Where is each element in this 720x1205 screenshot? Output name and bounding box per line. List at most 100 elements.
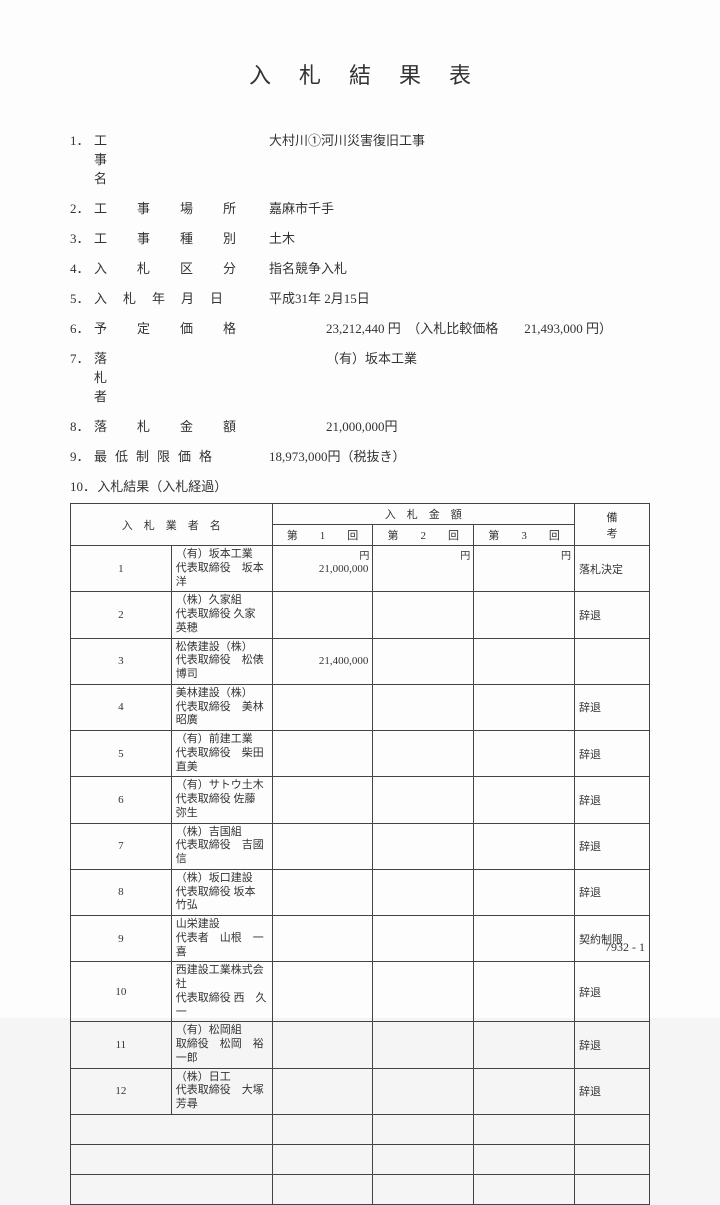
bid-amount-a3 (474, 684, 575, 730)
empty-row (71, 1144, 650, 1174)
bid-amount-a1 (272, 1068, 373, 1114)
field-label: 入札年月日 (94, 288, 269, 307)
row-number: 5 (71, 731, 172, 777)
bidder-name: （有）前建工業代表取締役 柴田 直美 (171, 731, 272, 777)
table-row: 9山栄建設代表者 山根 一喜契約制限 (71, 916, 650, 962)
row-number: 10 (71, 962, 172, 1022)
field-row: 1．工事名大村川①河川災害復旧工事 (70, 130, 650, 187)
note-cell: 辞退 (575, 684, 650, 730)
note-cell: 辞退 (575, 823, 650, 869)
col-header-round2: 第 2 回 (373, 525, 474, 546)
field-value: 大村川①河川災害復旧工事 (269, 130, 650, 149)
field-label: 入札区分 (94, 258, 269, 277)
field-num: 7． (70, 348, 94, 367)
bid-amount-a3 (474, 962, 575, 1022)
field-num: 2． (70, 198, 94, 217)
bid-amount-a1 (272, 869, 373, 915)
table-row: 4美林建設（株）代表取締役 美林昭廣 辞退 (71, 684, 650, 730)
bid-amount-a2 (373, 823, 474, 869)
field-label: 工事種別 (94, 228, 269, 247)
field-label: 工事場所 (94, 198, 269, 217)
note-cell: 辞退 (575, 869, 650, 915)
table-row: 5（有）前建工業代表取締役 柴田 直美辞退 (71, 731, 650, 777)
table-row: 7（株）吉国組代表取締役 吉國 信辞退 (71, 823, 650, 869)
field-num: 9． (70, 446, 94, 465)
field-label: 予定価格 (94, 318, 269, 337)
bidder-name: （株）坂口建設代表取締役 坂本 竹弘 (171, 869, 272, 915)
bidder-name: （有）松岡組取締役 松岡 裕一郎 (171, 1022, 272, 1068)
bid-amount-a3: 円 (474, 546, 575, 592)
bid-amount-a1 (272, 684, 373, 730)
note-cell: 辞退 (575, 1022, 650, 1068)
row-number: 6 (71, 777, 172, 823)
bid-amount-a2 (373, 1068, 474, 1114)
bid-amount-a1 (272, 592, 373, 638)
row-number: 9 (71, 916, 172, 962)
bidder-name: 美林建設（株）代表取締役 美林昭廣 (171, 684, 272, 730)
document-title: 入札結果表 (70, 58, 650, 90)
table-row: 2（株）久家組代表取締役 久家 英穂辞退 (71, 592, 650, 638)
table-row: 1（有）坂本工業代表取締役 坂本 洋円21,000,000円円落札決定 (71, 546, 650, 592)
section-10-text: 入札結果（入札経過） (97, 479, 227, 494)
bid-amount-a3 (474, 916, 575, 962)
bid-amount-a3 (474, 1068, 575, 1114)
bid-amount-a3 (474, 777, 575, 823)
field-num: 1． (70, 130, 94, 149)
bid-amount-a2 (373, 684, 474, 730)
bid-amount-a2 (373, 638, 474, 684)
row-number: 1 (71, 546, 172, 592)
bidder-name: （有）坂本工業代表取締役 坂本 洋 (171, 546, 272, 592)
bid-amount-a3 (474, 823, 575, 869)
field-row: 5．入札年月日平成31年 2月15日 (70, 288, 650, 307)
field-label: 落札金額 (94, 416, 269, 435)
col-header-bidder: 入 札 業 者 名 (71, 504, 273, 546)
field-row: 4．入札区分指名競争入札 (70, 258, 650, 277)
field-value: （有）坂本工業 (269, 348, 650, 367)
note-cell (575, 638, 650, 684)
bidder-name: 山栄建設代表者 山根 一喜 (171, 916, 272, 962)
bid-amount-a2: 円 (373, 546, 474, 592)
bid-amount-a2 (373, 731, 474, 777)
table-row: 8（株）坂口建設代表取締役 坂本 竹弘辞退 (71, 869, 650, 915)
field-label: 工事名 (94, 130, 269, 187)
bid-amount-a3 (474, 1022, 575, 1068)
field-num: 5． (70, 288, 94, 307)
bid-amount-a1 (272, 823, 373, 869)
col-header-note: 備 考 (575, 504, 650, 546)
note-cell: 辞退 (575, 777, 650, 823)
bid-amount-a1 (272, 962, 373, 1022)
field-value: 21,000,000円 (269, 416, 650, 435)
bid-amount-a2 (373, 869, 474, 915)
bidder-name: （株）日工代表取締役 大塚 芳尋 (171, 1068, 272, 1114)
table-row: 6（有）サトウ土木代表取締役 佐藤 弥生辞退 (71, 777, 650, 823)
field-num: 8． (70, 416, 94, 435)
bidder-name: （株）吉国組代表取締役 吉國 信 (171, 823, 272, 869)
bidder-name: （株）久家組代表取締役 久家 英穂 (171, 592, 272, 638)
bid-amount-a2 (373, 592, 474, 638)
row-number: 4 (71, 684, 172, 730)
bid-amount-a3 (474, 638, 575, 684)
bidder-name: 西建設工業株式会社代表取締役 西 久一 (171, 962, 272, 1022)
section-10-label: 10． 入札結果（入札経過） (70, 476, 650, 495)
row-number: 2 (71, 592, 172, 638)
page-code: 7932 - 1 (605, 940, 645, 955)
field-row: 2．工事場所嘉麻市千手 (70, 198, 650, 217)
col-header-round1: 第 1 回 (272, 525, 373, 546)
field-value: 嘉麻市千手 (269, 198, 650, 217)
table-row: 11（有）松岡組取締役 松岡 裕一郎辞退 (71, 1022, 650, 1068)
col-header-round3: 第 3 回 (474, 525, 575, 546)
field-value: 23,212,440 円 （入札比較価格 21,493,000 円） (269, 318, 650, 337)
table-row: 10西建設工業株式会社代表取締役 西 久一 辞退 (71, 962, 650, 1022)
bid-amount-a1 (272, 916, 373, 962)
row-number: 3 (71, 638, 172, 684)
field-row: 7．落札者（有）坂本工業 (70, 348, 650, 405)
note-cell: 落札決定 (575, 546, 650, 592)
field-num: 6． (70, 318, 94, 337)
note-cell: 辞退 (575, 962, 650, 1022)
field-row: 6．予定価格23,212,440 円 （入札比較価格 21,493,000 円） (70, 318, 650, 337)
fields-block: 1．工事名大村川①河川災害復旧工事2．工事場所嘉麻市千手3．工事種別土木4．入札… (70, 130, 650, 465)
field-row: 8．落札金額21,000,000円 (70, 416, 650, 435)
field-value: 土木 (269, 228, 650, 247)
section-10-num: 10． (70, 476, 94, 495)
field-value: 指名競争入札 (269, 258, 650, 277)
